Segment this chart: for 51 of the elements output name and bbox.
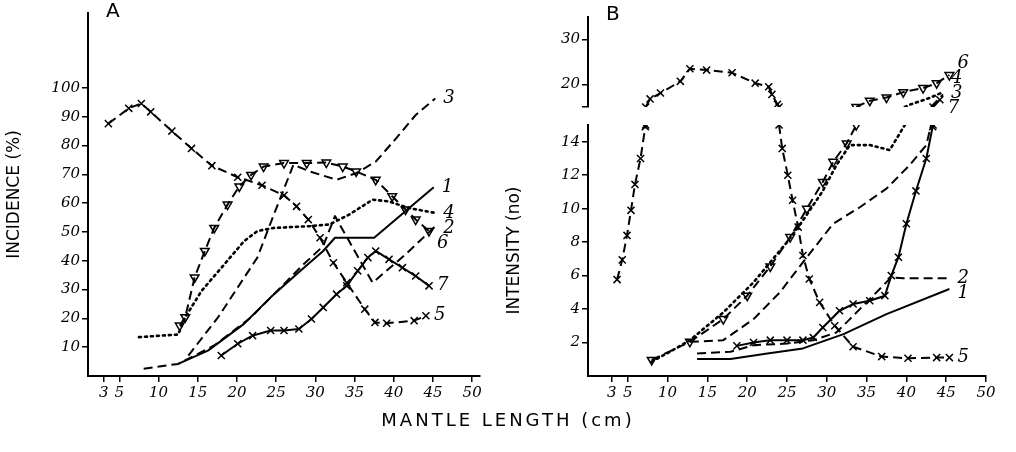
y-tick-label: 8 bbox=[570, 232, 580, 251]
y-tick-label: 4 bbox=[569, 298, 580, 317]
x-tick-label: 40 bbox=[895, 382, 917, 401]
x-tick-label: 15 bbox=[188, 382, 208, 401]
y-tick-label: 90 bbox=[60, 106, 81, 125]
series-label: 5 bbox=[957, 345, 969, 367]
x-tick-label: 5 bbox=[623, 382, 633, 401]
x-tick-label: 10 bbox=[658, 382, 678, 401]
chart-title: A bbox=[106, 0, 120, 23]
x-tick-label: 3 bbox=[607, 382, 617, 401]
series-label: 1 bbox=[441, 174, 454, 196]
x-tick-label: 10 bbox=[149, 382, 169, 401]
y-tick-label: 30 bbox=[60, 279, 81, 298]
x-tick-label: 25 bbox=[776, 382, 797, 401]
chart-title: B bbox=[606, 1, 620, 26]
y-tick-label: 14 bbox=[560, 131, 580, 150]
series-label: 7 bbox=[437, 273, 450, 295]
x-tick-label: 45 bbox=[935, 382, 956, 401]
y-tick-label: 12 bbox=[560, 165, 580, 184]
y-tick-label: 60 bbox=[60, 193, 81, 212]
y-tick-label: 10 bbox=[60, 337, 81, 356]
x-tick-label: 50 bbox=[976, 382, 996, 401]
x-axis-title: MANTLE LENGTH (cm) bbox=[380, 408, 636, 432]
y-tick-label: 6 bbox=[570, 265, 581, 284]
series-label: 3 bbox=[443, 86, 455, 108]
x-tick-label: 30 bbox=[817, 382, 837, 401]
y-tick-label: 20 bbox=[559, 74, 581, 93]
y-tick-label: 30 bbox=[560, 29, 581, 48]
y-tick-label: 40 bbox=[59, 250, 81, 269]
y-tick-label: 80 bbox=[60, 135, 81, 154]
x-tick-label: 5 bbox=[114, 382, 125, 401]
x-tick-label: 3 bbox=[98, 382, 109, 401]
x-tick-label: 35 bbox=[345, 382, 365, 401]
y-axis-title: INTENSITY (no) bbox=[502, 186, 523, 315]
y-tick-label: 100 bbox=[51, 77, 81, 96]
y-tick-label: 2 bbox=[569, 332, 580, 351]
y-tick-label: 20 bbox=[59, 308, 81, 327]
y-axis-title: INCIDENCE (%) bbox=[2, 130, 23, 259]
x-tick-label: 30 bbox=[305, 382, 326, 401]
series-label: 5 bbox=[433, 303, 446, 325]
x-tick-label: 20 bbox=[226, 382, 247, 401]
y-tick-label: 70 bbox=[60, 164, 81, 183]
x-tick-label: 20 bbox=[736, 382, 758, 401]
x-tick-label: 40 bbox=[383, 382, 404, 401]
y-tick-label: 50 bbox=[60, 221, 81, 240]
x-tick-label: 35 bbox=[857, 382, 877, 401]
x-tick-label: 25 bbox=[265, 382, 286, 401]
x-tick-label: 50 bbox=[462, 382, 483, 401]
y-tick-label: 10 bbox=[560, 198, 581, 217]
x-tick-label: 15 bbox=[697, 382, 717, 401]
x-tick-label: 45 bbox=[422, 382, 443, 401]
